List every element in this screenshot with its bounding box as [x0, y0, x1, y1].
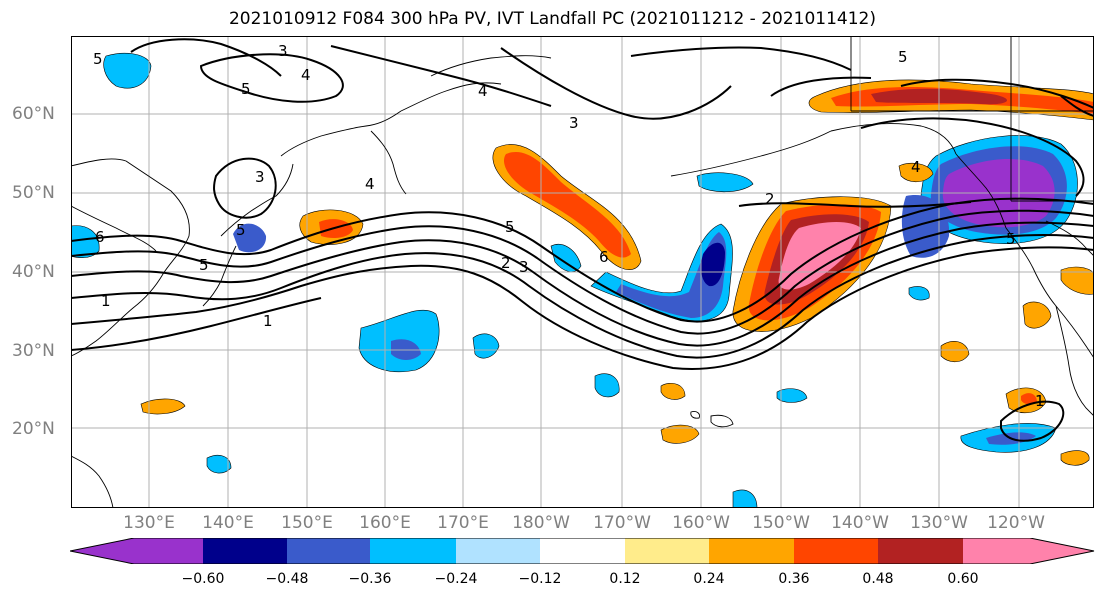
colorbar-tick-label: 0.36 — [778, 571, 810, 587]
contour-labels: 5 3 4 5 4 3 5 3 4 6 5 1 5 2 3 6 1 5 2 4 … — [93, 42, 1045, 410]
lon-label: 180°W — [512, 513, 570, 533]
contour-label: 3 — [569, 114, 579, 132]
colorbar-tick-label: 0.60 — [947, 571, 979, 587]
map-frame — [71, 36, 1094, 508]
colorbar-tick-label: −0.60 — [181, 571, 225, 587]
colorbar-cell — [709, 538, 794, 564]
lon-label: 130°E — [123, 513, 175, 533]
contour-label: 5 — [1006, 230, 1016, 248]
contour-label: 1 — [263, 312, 273, 330]
contour-label: 2 — [765, 190, 775, 208]
contour-label: 2 — [501, 254, 511, 272]
map-panel: 5 3 4 5 4 3 5 3 4 6 5 1 5 2 3 6 1 5 2 4 … — [71, 36, 1094, 508]
lon-label: 140°W — [831, 513, 889, 533]
lon-label: 170°E — [437, 513, 489, 533]
contour-label: 1 — [101, 292, 111, 310]
contour-label: 5 — [898, 48, 908, 66]
contour-label: 5 — [199, 256, 209, 274]
lat-label: 60°N — [12, 104, 55, 124]
colorbar-cell — [794, 538, 878, 564]
contour-label: 4 — [478, 82, 488, 100]
contour-label: 1 — [1035, 392, 1045, 410]
lon-label: 160°E — [359, 513, 411, 533]
contour-label: 5 — [241, 80, 251, 98]
colorbar-tick-label: 0.24 — [693, 571, 725, 587]
contour-label: 3 — [278, 42, 288, 60]
lon-label: 140°E — [202, 513, 254, 533]
contour-label: 6 — [599, 248, 609, 266]
contour-label: 5 — [236, 221, 246, 239]
contour-label: 4 — [301, 66, 311, 84]
contour-label: 4 — [365, 175, 375, 193]
lat-label: 30°N — [12, 341, 55, 361]
colorbar-tick-label: 0.48 — [862, 571, 894, 587]
contour-label: 5 — [505, 218, 515, 236]
colorbar-cell — [370, 538, 456, 564]
contour-label: 3 — [519, 258, 529, 276]
map-title: 2021010912 F084 300 hPa PV, IVT Landfall… — [228, 9, 876, 29]
colorbar-cell — [625, 538, 709, 564]
lon-label: 160°W — [672, 513, 730, 533]
lon-label: 150°E — [281, 513, 333, 533]
contour-label: 5 — [93, 50, 103, 68]
lat-label: 20°N — [12, 419, 55, 439]
colorbar-cell — [70, 538, 203, 564]
contour-label: 3 — [255, 168, 265, 186]
lon-label: 120°W — [987, 513, 1045, 533]
colorbar-cell — [203, 538, 287, 564]
gridlines — [71, 36, 1094, 508]
pv-contours — [71, 38, 1094, 442]
colorbar-tick-label: −0.12 — [518, 571, 562, 587]
contour-label: 6 — [95, 228, 105, 246]
colorbar-tick-label: −0.24 — [434, 571, 478, 587]
colorbar-cell — [878, 538, 963, 564]
contour-label: 4 — [911, 158, 921, 176]
colorbar-cell — [540, 538, 625, 564]
pc-shading — [71, 53, 1094, 508]
lat-label: 50°N — [12, 183, 55, 203]
colorbar-tick-label: −0.48 — [265, 571, 309, 587]
lon-label: 150°W — [752, 513, 810, 533]
lon-label: 170°W — [593, 513, 651, 533]
colorbar-cell — [963, 538, 1094, 564]
lat-label: 40°N — [12, 262, 55, 282]
lon-label: 130°W — [910, 513, 968, 533]
colorbar — [70, 538, 1095, 564]
colorbar-cell — [456, 538, 540, 564]
colorbar-tick-label: 0.12 — [609, 571, 641, 587]
colorbar-cell — [287, 538, 370, 564]
colorbar-tick-label: −0.36 — [348, 571, 392, 587]
